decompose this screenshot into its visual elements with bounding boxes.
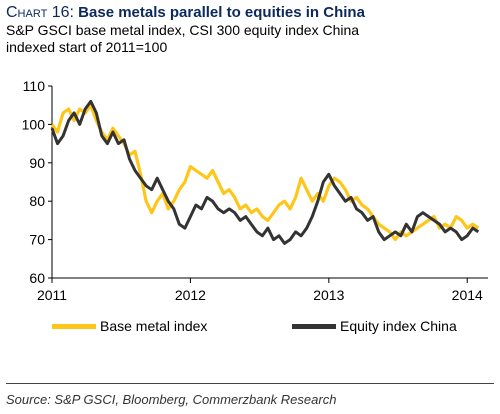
- legend-label-base-metal: Base metal index: [100, 318, 208, 334]
- legend-item-equity: Equity index China: [292, 318, 457, 334]
- legend-swatch-equity: [292, 323, 336, 329]
- series-line-base-metal: [50, 103, 480, 242]
- y-tick-label-70: 70: [29, 232, 45, 248]
- footer-divider: [6, 383, 494, 384]
- legend-swatch-base-metal: [52, 323, 96, 329]
- x-tick-label-2012: 2012: [175, 287, 206, 303]
- chart-subtitle-line1: S&P GSCI base metal index, CSI 300 equit…: [6, 22, 360, 38]
- x-tick-label-2011: 2011: [37, 287, 67, 303]
- source-note: Source: S&P GSCI, Bloomberg, Commerzbank…: [6, 392, 337, 407]
- legend-label-equity: Equity index China: [340, 318, 457, 334]
- y-tick-label-90: 90: [29, 155, 45, 171]
- line-chart: 60 70 80 90 100 110 2011 2012 2013 2014: [22, 78, 488, 303]
- chart-header: Chart 16: Base metals parallel to equiti…: [6, 4, 496, 56]
- chart-title-prefix: Chart 16:: [6, 4, 74, 21]
- x-tick-label-2013: 2013: [313, 287, 344, 303]
- x-tick-label-2014: 2014: [452, 287, 483, 303]
- y-tick-label-60: 60: [29, 270, 45, 286]
- chart-title: Chart 16: Base metals parallel to equiti…: [6, 4, 496, 22]
- y-tick-label-100: 100: [22, 116, 46, 132]
- chart-subtitle-line2: indexed start of 2011=100: [6, 39, 168, 55]
- y-tick-label-80: 80: [29, 193, 45, 209]
- legend-item-base-metal: Base metal index: [52, 318, 207, 334]
- chart-legend: Base metal index Equity index China: [0, 318, 500, 340]
- series-line-equity: [50, 99, 480, 245]
- y-tick-label-110: 110: [23, 78, 46, 94]
- chart-title-text: Base metals parallel to equities in Chin…: [78, 4, 365, 21]
